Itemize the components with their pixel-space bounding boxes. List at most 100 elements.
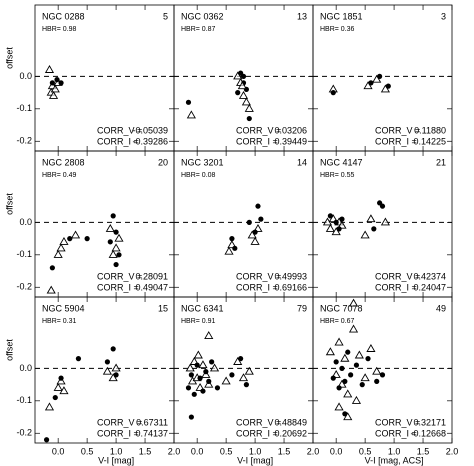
point [232, 245, 238, 251]
point [241, 97, 251, 106]
x-axis-label: V-I [mag] [237, 455, 273, 465]
point [366, 214, 376, 223]
corr-label: CORR_I = [375, 428, 417, 438]
point [53, 249, 63, 258]
x-tick-label: 0.5 [81, 446, 94, 456]
point [113, 372, 119, 378]
hbr-label: HBR= 0.55 [320, 172, 355, 179]
y-tick-label: -0.2 [16, 282, 32, 292]
panel-title: NGC 1851 [320, 11, 363, 21]
point [221, 376, 231, 385]
corr-label: CORR_V = [375, 271, 420, 281]
point [252, 229, 258, 235]
point [333, 359, 339, 365]
panel-count: 21 [436, 157, 446, 167]
x-tick-label: 1.5 [139, 446, 152, 456]
point [366, 344, 376, 352]
point [380, 217, 390, 226]
point [380, 84, 390, 93]
point [342, 411, 348, 417]
panel-count: 79 [297, 303, 307, 313]
corr-value: 0.11880 [414, 125, 446, 135]
hbr-label: HBR= 0.31 [42, 318, 77, 325]
point [238, 373, 249, 382]
y-tick-label: -0.1 [16, 103, 32, 113]
point [348, 324, 359, 333]
point [209, 359, 215, 365]
point [354, 350, 364, 359]
x-tick-label: 1.0 [249, 446, 262, 456]
point [360, 373, 370, 382]
point [379, 372, 386, 378]
point [334, 337, 344, 346]
panel-count: 15 [158, 303, 168, 313]
point [371, 226, 377, 232]
point [185, 363, 195, 372]
corr-value: 0.74137 [135, 428, 168, 438]
point [58, 375, 64, 381]
point [377, 73, 383, 79]
point [343, 412, 353, 421]
hbr-label: HBR= 0.87 [181, 26, 216, 33]
point [200, 388, 206, 394]
corr-label: CORR_I = [375, 136, 417, 146]
point [111, 243, 121, 252]
point [204, 331, 214, 339]
point [229, 372, 235, 378]
corr-value: -0.05039 [132, 125, 168, 135]
x-axis-label: V-I [mag, ACS] [365, 455, 424, 465]
corr-value: 0.42374 [413, 271, 446, 281]
y-axis-label: offset [4, 339, 14, 361]
x-tick-label: 2.0 [446, 446, 459, 456]
point [111, 363, 121, 372]
point [44, 402, 55, 411]
point [360, 230, 370, 239]
point [191, 391, 197, 397]
x-tick-label: 1.5 [417, 446, 430, 456]
point [238, 90, 249, 99]
point [244, 103, 254, 112]
panel-count: 13 [297, 11, 307, 21]
y-tick-label: 0.0 [19, 217, 32, 227]
point [59, 386, 69, 395]
point [240, 73, 247, 79]
x-tick-label: 0.5 [359, 446, 372, 456]
point [185, 385, 192, 391]
point [339, 365, 345, 371]
point [348, 298, 359, 307]
point [59, 236, 69, 245]
x-tick-label: 0.5 [220, 446, 233, 456]
hbr-label: HBR= 0.98 [42, 26, 77, 33]
y-axis-label: offset [4, 193, 14, 215]
corr-value: 0.24047 [413, 282, 446, 292]
corr-value: 0.32171 [413, 417, 446, 427]
hbr-label: HBR= 0.67 [320, 318, 355, 325]
corr-value: 0.49047 [135, 282, 168, 292]
point [379, 203, 386, 209]
panel-title: NGC 4147 [320, 157, 363, 167]
point [363, 81, 373, 90]
x-tick-label: 1.5 [278, 446, 291, 456]
x-tick-label: 2.0 [307, 446, 320, 456]
point [50, 84, 60, 93]
point [368, 80, 374, 86]
point [238, 356, 244, 362]
y-axis-label: offset [4, 47, 14, 69]
panel-title: NGC 7078 [320, 303, 363, 313]
point [214, 385, 221, 391]
point [56, 243, 66, 252]
corr-label: CORR_V = [97, 417, 142, 427]
corr-label: CORR_V = [375, 417, 420, 427]
point [330, 90, 336, 96]
corr-value: 0.28091 [135, 271, 168, 281]
point [113, 261, 119, 268]
point [250, 236, 260, 245]
point [229, 236, 235, 242]
point [235, 90, 241, 96]
point [342, 378, 348, 384]
point [246, 115, 252, 122]
y-tick-label: 0.0 [19, 71, 32, 81]
point [194, 362, 200, 368]
point [243, 382, 249, 388]
point [75, 356, 82, 362]
